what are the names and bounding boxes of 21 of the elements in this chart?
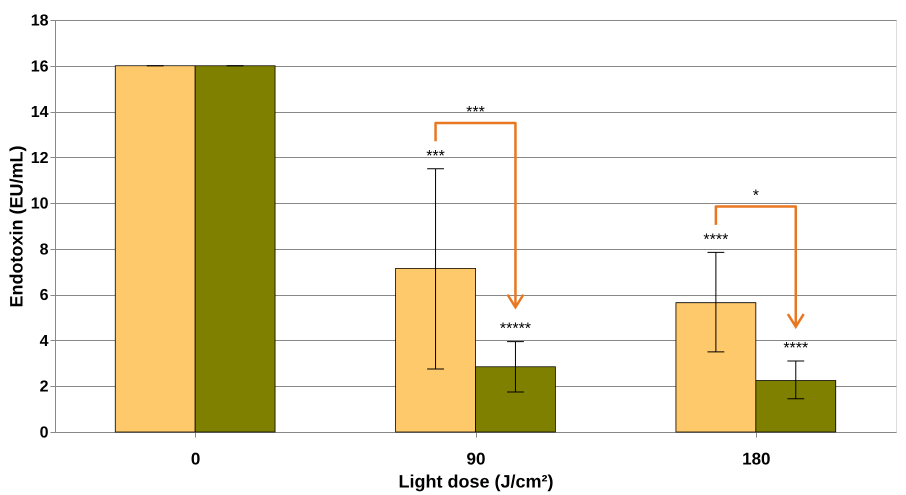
annotation: * <box>752 188 759 205</box>
y-tick-label: 4 <box>40 332 49 350</box>
annotation: *** <box>466 104 485 121</box>
y-tick-label: 18 <box>30 12 49 30</box>
annotation: **** <box>783 340 808 358</box>
x-axis-title: Light dose (J/cm²) <box>398 472 554 492</box>
y-tick-label: 0 <box>40 424 49 442</box>
y-tick-label: 16 <box>30 58 49 76</box>
annotation: *** <box>426 148 445 165</box>
y-tick-label: 8 <box>40 241 49 258</box>
y-tick-label: 12 <box>30 150 49 167</box>
y-tick-label: 10 <box>30 196 49 213</box>
x-tick-label: 90 <box>466 450 486 468</box>
y-tick-label: 14 <box>30 104 49 122</box>
x-tick-label: 180 <box>742 450 771 468</box>
y-axis-title: Endotoxin (EU/mL) <box>6 146 27 308</box>
annotation: ***** <box>500 320 532 338</box>
y-tick-label: 2 <box>40 378 49 396</box>
x-tick-label: 0 <box>190 450 200 468</box>
annotation: **** <box>703 231 728 248</box>
y-tick-label: 6 <box>40 287 49 304</box>
